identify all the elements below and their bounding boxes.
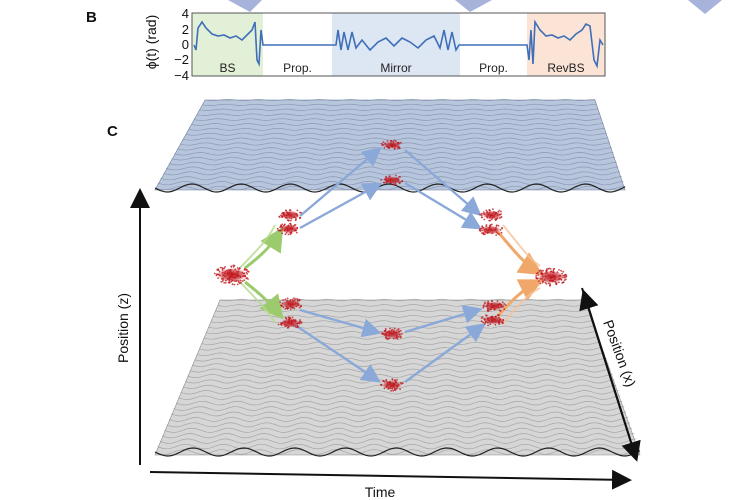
atom-cloud [535,267,568,287]
panel-b-ylabel: ϕ(t) (rad) [143,15,159,70]
atom-cloud [276,222,299,236]
atom-cloud [277,316,303,329]
panel-c-label: C [107,123,118,140]
panel-b-ytick: −2 [174,52,189,67]
panel-b-ytick: 0 [182,37,189,52]
segment-label: Mirror [380,61,411,75]
segment-label: BS [219,61,235,75]
atom-cloud [482,299,507,312]
panel-b-frame [191,12,606,77]
decorative-beam-shapes [228,0,722,14]
panel-b: B ϕ(t) (rad) 420−2−4 BS Prop. Mirror Prop. R… [86,6,606,83]
panel-b-ytick: 4 [182,6,189,21]
segment-label: RevBS [547,61,584,75]
atom-clouds [213,139,568,392]
atom-cloud [213,264,250,286]
atom-cloud [279,297,303,310]
atom-cloud [479,208,503,222]
atom-cloud [480,314,505,327]
panel-b-ytick: 2 [182,22,189,37]
axis-time-label: Time [365,484,396,500]
panel-b-yticks: 420−2−4 [174,6,189,83]
time-axis-arrow [149,469,632,490]
atom-cloud [381,327,403,340]
axis-z-label: Position (z) [115,293,131,363]
atom-cloud [478,223,503,237]
atom-cloud [381,139,402,150]
lower-lattice [154,298,641,457]
atom-cloud [380,378,404,392]
trajectory-arrows [239,146,544,383]
segment-label: Prop. [479,61,508,75]
atom-cloud [278,209,302,222]
panel-b-segment-labels: BS Prop. Mirror Prop. RevBS [219,61,584,75]
panel-b-ytick: −4 [174,68,189,83]
atom-cloud [380,174,404,186]
phase-trace [193,19,604,69]
panel-b-label: B [86,9,97,26]
segment-label: Prop. [283,61,312,75]
